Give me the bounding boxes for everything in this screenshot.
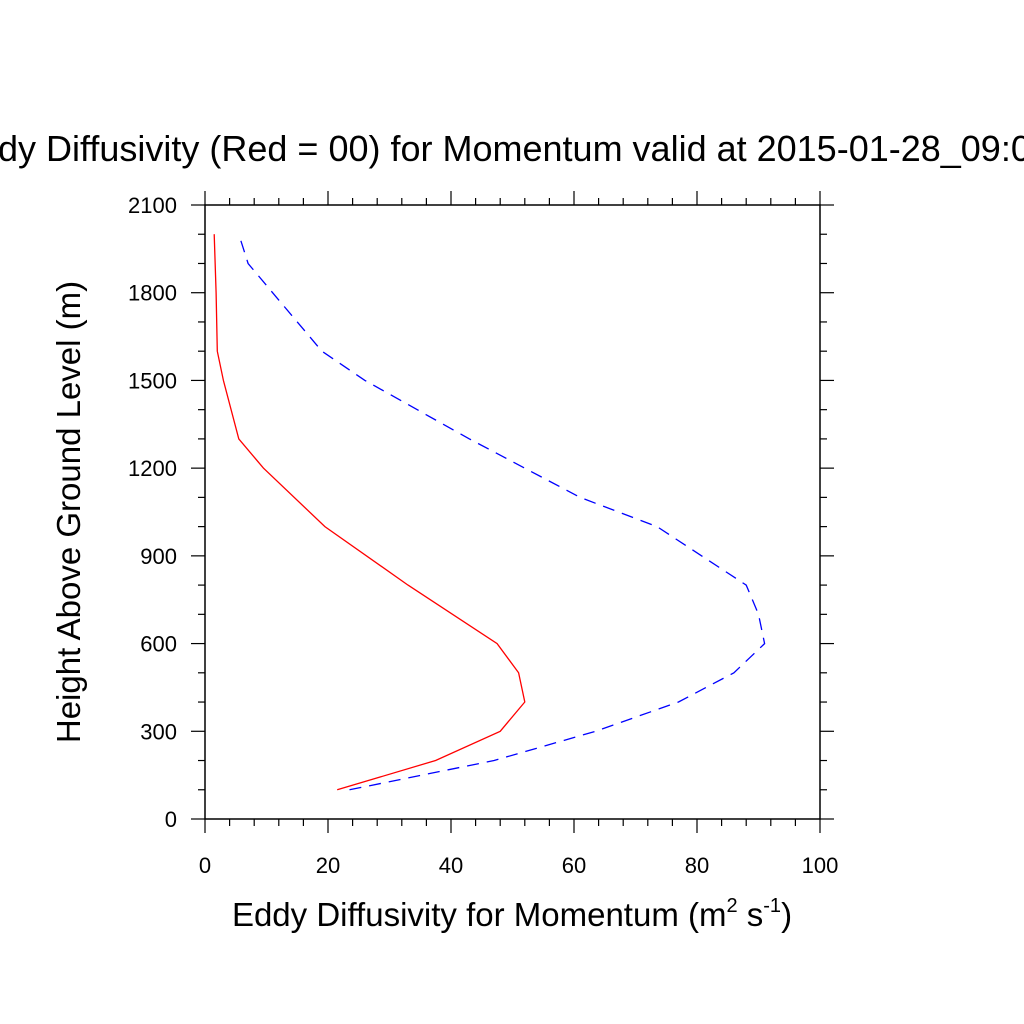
x-tick-label: 80 — [685, 853, 709, 878]
x-tick-label: 0 — [199, 853, 211, 878]
x-axis-label: Eddy Diffusivity for Momentum (m2 s-1) — [232, 895, 792, 933]
y-tick-label: 900 — [140, 544, 177, 569]
y-tick-label: 0 — [165, 807, 177, 832]
x-axis-ticks: 0 20 40 60 80 100 — [199, 191, 838, 878]
series-layer — [213, 234, 766, 791]
y-tick-label: 300 — [140, 719, 177, 744]
y-tick-label: 600 — [140, 632, 177, 657]
y-axis-ticks: 0 300 600 900 1200 1500 1800 2100 — [128, 193, 834, 832]
x-tick-label: 60 — [562, 853, 586, 878]
red-solid-series-line — [213, 234, 526, 791]
y-tick-label: 1800 — [128, 281, 177, 306]
chart-title: dy Diffusivity (Red = 00) for Momentum v… — [0, 128, 1024, 169]
plot-frame — [204, 204, 821, 820]
x-tick-label: 40 — [439, 853, 463, 878]
y-tick-label: 2100 — [128, 193, 177, 218]
x-tick-label: 20 — [316, 853, 340, 878]
x-tick-label: 100 — [802, 853, 839, 878]
y-axis-label: Height Above Ground Level (m) — [50, 281, 87, 743]
y-tick-label: 1200 — [128, 456, 177, 481]
y-tick-label: 1500 — [128, 368, 177, 393]
blue-dashed-series-line — [238, 234, 766, 791]
